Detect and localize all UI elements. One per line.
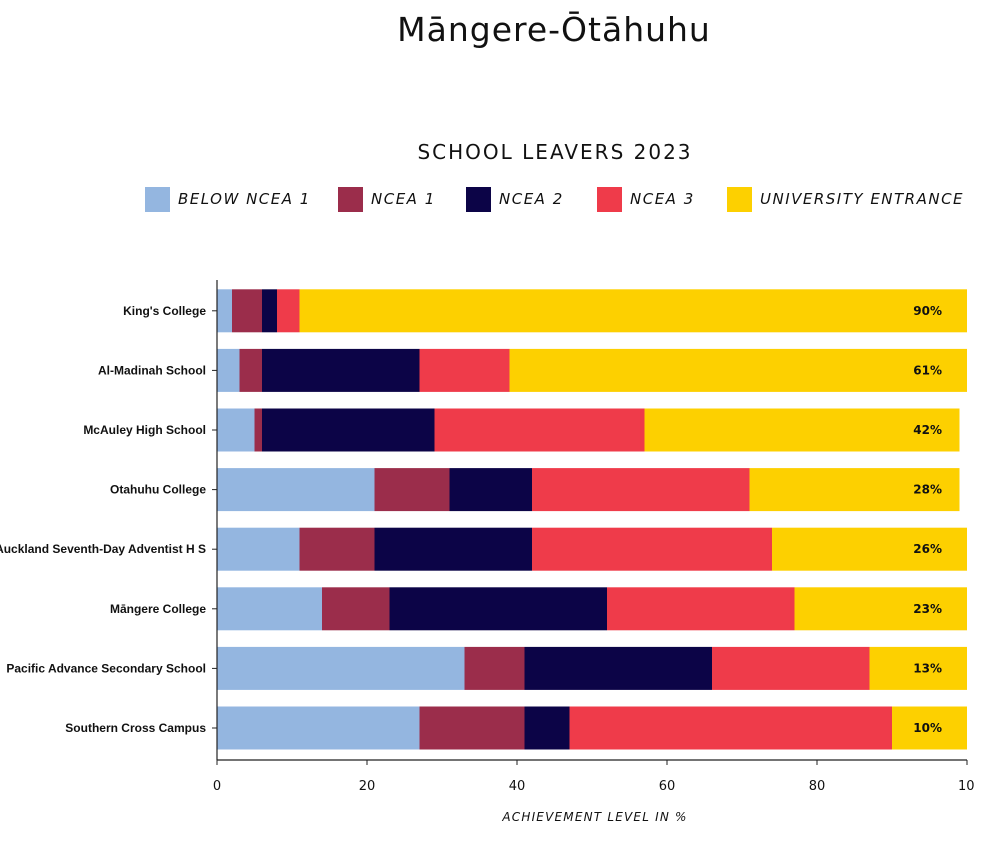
legend-label-ncea-1: NCEA 1 (371, 190, 436, 208)
bar-mcauley-high-school-ncea-1 (254, 408, 262, 452)
bar-otahuhu-college-ncea-3 (532, 468, 750, 512)
legend-item-ncea-1: NCEA 1 (338, 186, 436, 212)
legend-item-below-ncea-1: BELOW NCEA 1 (145, 186, 311, 212)
legend-item-ncea-3: NCEA 3 (597, 186, 695, 212)
bar-m-ngere-college-below-ncea-1 (217, 587, 322, 631)
bar-king-s-college-university-entrance (299, 289, 967, 333)
bar-al-madinah-school-below-ncea-1 (217, 348, 240, 392)
bar-otahuhu-college-ncea-2 (449, 468, 532, 512)
legend-item-ncea-2: NCEA 2 (466, 186, 564, 212)
x-tick-label-40: 40 (509, 779, 526, 794)
data-label-mcauley-high-school: 42% (913, 423, 942, 437)
legend-label-ncea-2: NCEA 2 (499, 190, 564, 208)
bar-al-madinah-school-ncea-2 (262, 348, 420, 392)
bar-southern-cross-campus-university-entrance (892, 706, 967, 750)
x-axis-title: ACHIEVEMENT LEVEL IN % (502, 810, 688, 824)
bar-otahuhu-college-ncea-1 (374, 468, 450, 512)
school-label-mcauley-high-school: McAuley High School (83, 423, 206, 437)
x-tick-label-60: 60 (659, 779, 676, 794)
x-tick-label-100: 10 (958, 779, 975, 794)
bar-king-s-college-below-ncea-1 (217, 289, 232, 333)
labels-layer: King's College 90% Al-Madinah School 61% McA… (0, 304, 942, 735)
data-label-pacific-advance-secondary-school: 13% (913, 661, 942, 675)
bar-mcauley-high-school-ncea-2 (262, 408, 435, 452)
legend-item-university-entrance: UNIVERSITY ENTRANCE (727, 186, 964, 212)
data-label-al-madinah-school: 61% (913, 363, 942, 377)
bars-layer (217, 289, 967, 750)
x-tick-label-0: 0 (213, 779, 221, 794)
data-label-m-ngere-college: 23% (913, 602, 942, 616)
bar-pacific-advance-secondary-school-ncea-1 (464, 646, 525, 690)
bar-king-s-college-ncea-3 (277, 289, 300, 333)
legend-swatch-ncea-2 (466, 186, 491, 212)
data-label-auckland-seventh-day-adventist-h-s: 26% (913, 542, 942, 556)
legend-swatch-below-ncea-1 (145, 186, 170, 212)
bar-m-ngere-college-ncea-2 (389, 587, 607, 631)
bar-mcauley-high-school-university-entrance (644, 408, 960, 452)
axes-layer: 0 20 40 60 80 10 (212, 280, 975, 794)
x-tick-label-80: 80 (809, 779, 826, 794)
school-label-pacific-advance-secondary-school: Pacific Advance Secondary School (6, 661, 206, 675)
school-label-auckland-seventh-day-adventist-h-s: Auckland Seventh-Day Adventist H S (0, 542, 206, 556)
x-tick-label-20: 20 (359, 779, 376, 794)
bar-king-s-college-ncea-2 (262, 289, 277, 333)
legend-label-below-ncea-1: BELOW NCEA 1 (178, 190, 311, 208)
bar-m-ngere-college-ncea-1 (322, 587, 390, 631)
data-label-king-s-college: 90% (913, 304, 942, 318)
bar-southern-cross-campus-ncea-2 (524, 706, 570, 750)
bar-auckland-seventh-day-adventist-h-s-ncea-3 (532, 527, 772, 571)
legend-swatch-university-entrance (727, 186, 752, 212)
bar-king-s-college-ncea-1 (232, 289, 262, 333)
bar-southern-cross-campus-below-ncea-1 (217, 706, 420, 750)
bar-m-ngere-college-university-entrance (794, 587, 967, 631)
bar-auckland-seventh-day-adventist-h-s-university-entrance (772, 527, 967, 571)
bar-mcauley-high-school-below-ncea-1 (217, 408, 255, 452)
school-label-king-s-college: King's College (123, 304, 206, 318)
school-label-m-ngere-college: Māngere College (110, 602, 206, 616)
bar-al-madinah-school-ncea-3 (419, 348, 510, 392)
bar-pacific-advance-secondary-school-ncea-3 (712, 646, 870, 690)
bar-southern-cross-campus-ncea-1 (419, 706, 525, 750)
bar-auckland-seventh-day-adventist-h-s-below-ncea-1 (217, 527, 300, 571)
data-label-southern-cross-campus: 10% (913, 721, 942, 735)
legend-label-ncea-3: NCEA 3 (630, 190, 695, 208)
chart-title: SCHOOL LEAVERS 2023 (417, 140, 693, 164)
bar-otahuhu-college-university-entrance (749, 468, 960, 512)
bar-mcauley-high-school-ncea-3 (434, 408, 645, 452)
bar-auckland-seventh-day-adventist-h-s-ncea-1 (299, 527, 375, 571)
page-title: Māngere-Ōtāhuhu (397, 10, 711, 49)
legend-swatch-ncea-3 (597, 186, 622, 212)
bar-southern-cross-campus-ncea-3 (569, 706, 892, 750)
school-label-otahuhu-college: Otahuhu College (110, 483, 206, 497)
bar-m-ngere-college-ncea-3 (607, 587, 795, 631)
bar-pacific-advance-secondary-school-below-ncea-1 (217, 646, 465, 690)
school-label-southern-cross-campus: Southern Cross Campus (65, 721, 206, 735)
data-label-otahuhu-college: 28% (913, 483, 942, 497)
school-label-al-madinah-school: Al-Madinah School (98, 363, 206, 377)
bar-al-madinah-school-university-entrance (509, 348, 967, 392)
bar-pacific-advance-secondary-school-university-entrance (869, 646, 967, 690)
legend-swatch-ncea-1 (338, 186, 363, 212)
bar-pacific-advance-secondary-school-ncea-2 (524, 646, 712, 690)
bar-otahuhu-college-below-ncea-1 (217, 468, 375, 512)
bar-auckland-seventh-day-adventist-h-s-ncea-2 (374, 527, 532, 571)
bar-al-madinah-school-ncea-1 (239, 348, 262, 392)
legend-label-university-entrance: UNIVERSITY ENTRANCE (760, 190, 965, 208)
